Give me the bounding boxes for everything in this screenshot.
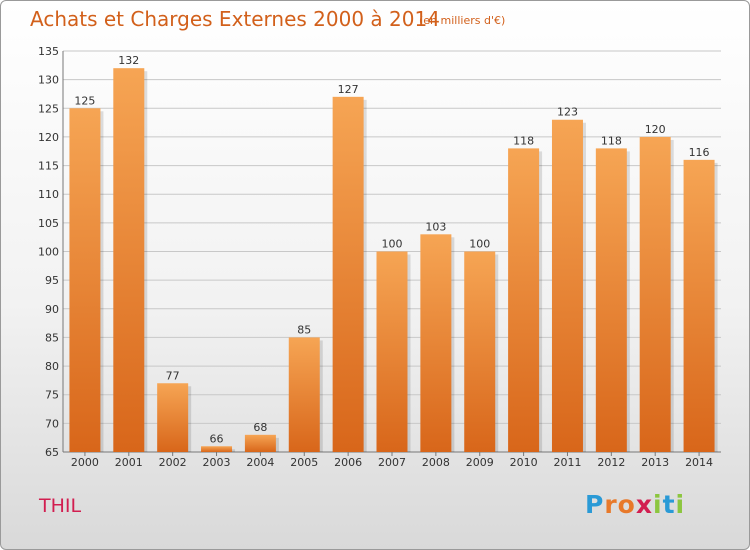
bar — [551, 119, 583, 452]
bar-value-label: 132 — [118, 54, 139, 67]
bar — [464, 251, 496, 452]
bar-value-label: 123 — [557, 106, 578, 119]
bar — [244, 434, 276, 452]
y-tick-label: 110 — [38, 188, 59, 201]
commune-name: THIL — [39, 495, 82, 517]
bar — [508, 148, 540, 452]
x-tick-label: 2010 — [510, 456, 538, 469]
y-tick-label: 100 — [38, 246, 59, 259]
y-tick-label: 105 — [38, 217, 59, 230]
bar — [288, 337, 320, 452]
x-tick-label: 2006 — [334, 456, 362, 469]
bar — [113, 68, 145, 452]
logo-letter: i — [653, 490, 663, 519]
y-tick-label: 115 — [38, 160, 59, 173]
bar-value-label: 116 — [689, 146, 710, 159]
x-tick-label: 2014 — [685, 456, 713, 469]
bar — [639, 136, 671, 452]
y-tick-label: 135 — [38, 45, 59, 58]
y-tick-label: 75 — [45, 389, 59, 402]
x-tick-label: 2011 — [553, 456, 581, 469]
y-tick-label: 95 — [45, 274, 59, 287]
bar — [683, 159, 715, 453]
y-tick-label: 80 — [45, 360, 59, 373]
y-tick-label: 85 — [45, 331, 59, 344]
x-tick-label: 2003 — [203, 456, 231, 469]
logo-letter: P — [585, 490, 605, 519]
bar — [201, 446, 233, 452]
bar — [420, 234, 452, 452]
bar-value-label: 85 — [297, 323, 311, 336]
x-tick-label: 2005 — [290, 456, 318, 469]
bar-value-label: 118 — [601, 134, 622, 147]
x-tick-label: 2004 — [246, 456, 274, 469]
bar-value-label: 103 — [425, 220, 446, 233]
logo-letter: r — [604, 490, 618, 519]
bar-value-label: 125 — [74, 94, 95, 107]
bar — [332, 96, 364, 452]
bar — [376, 251, 408, 452]
logo-letter: t — [662, 490, 676, 519]
y-tick-label: 120 — [38, 131, 59, 144]
bar — [157, 383, 189, 452]
x-tick-label: 2000 — [71, 456, 99, 469]
bar — [595, 148, 627, 452]
x-tick-label: 2001 — [115, 456, 143, 469]
x-tick-label: 2012 — [597, 456, 625, 469]
bar-value-label: 118 — [513, 134, 534, 147]
chart-subtitle: (en milliers d'€) — [419, 14, 506, 27]
y-tick-label: 65 — [45, 446, 59, 459]
x-tick-label: 2002 — [159, 456, 187, 469]
logo-letter: x — [635, 490, 653, 519]
y-tick-label: 130 — [38, 74, 59, 87]
bar-value-label: 100 — [382, 238, 403, 251]
y-tick-label: 70 — [45, 417, 59, 430]
bar-value-label: 66 — [210, 432, 224, 445]
logo-letter: i — [675, 490, 686, 519]
bar-value-label: 68 — [253, 421, 267, 434]
proxiti-logo[interactable]: Proxiti — [585, 490, 685, 519]
bar-value-label: 100 — [469, 238, 490, 251]
x-tick-label: 2013 — [641, 456, 669, 469]
chart-title: Achats et Charges Externes 2000 à 2014 — [30, 7, 440, 31]
x-tick-label: 2009 — [466, 456, 494, 469]
x-tick-label: 2008 — [422, 456, 450, 469]
bar-value-label: 120 — [645, 123, 666, 136]
bar-value-label: 127 — [338, 83, 359, 96]
y-tick-label: 125 — [38, 102, 59, 115]
y-tick-label: 90 — [45, 303, 59, 316]
x-tick-label: 2007 — [378, 456, 406, 469]
bar — [69, 108, 101, 453]
logo-letter: o — [617, 490, 636, 519]
bar-value-label: 77 — [166, 369, 180, 382]
